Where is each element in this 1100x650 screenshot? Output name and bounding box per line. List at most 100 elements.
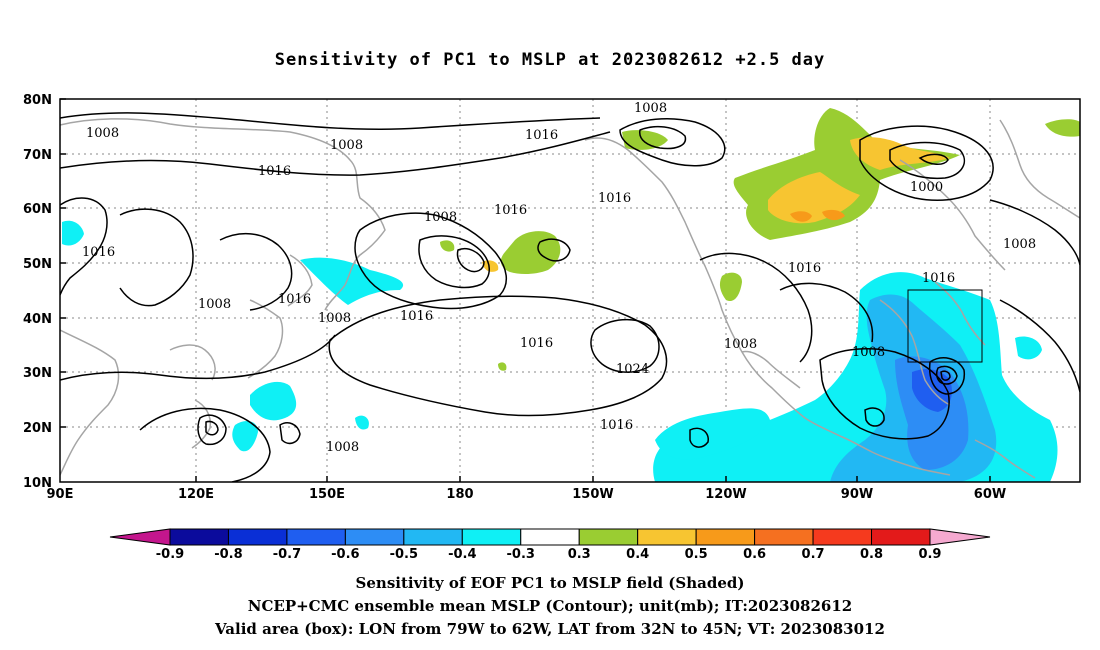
colorbar-label: -0.6 <box>331 547 359 562</box>
contour-labels: 1008 1008 1008 1016 1016 1016 1016 1016 … <box>82 101 1036 455</box>
contour-label: 1008 <box>330 138 363 153</box>
caption-valid-area: Valid area (box): LON from 79W to 62W, L… <box>215 620 885 638</box>
colorbar-label: 0.9 <box>918 547 941 562</box>
caption-shading: Sensitivity of EOF PC1 to MSLP field (Sh… <box>355 574 745 592</box>
gulf-stream-cyan <box>1015 336 1042 360</box>
caption-contour: NCEP+CMC ensemble mean MSLP (Contour); u… <box>247 597 853 615</box>
coastlines <box>60 118 1080 479</box>
chart-title: Sensitivity of PC1 to MSLP at 2023082612… <box>274 50 826 70</box>
sensitivity-map: 1008 1008 1008 1016 1016 1016 1016 1016 … <box>23 93 1081 562</box>
valid-area-box <box>907 289 983 363</box>
colorbar: -0.9 -0.8 -0.7 -0.6 -0.5 -0.4 -0.3 0.3 0.4 0.5 0.6… <box>109 528 991 562</box>
lat-label: 30N <box>23 366 52 381</box>
lon-label: 60W <box>974 487 1006 502</box>
colorbar-cell <box>637 528 697 546</box>
colorbar-label: 0.6 <box>743 547 766 562</box>
lat-label: 10N <box>23 476 52 491</box>
lat-label: 50N <box>23 257 52 272</box>
colorbar-label: 0.7 <box>802 547 825 562</box>
colorbar-cell <box>754 528 814 546</box>
lon-label: 180 <box>446 487 473 502</box>
colorbar-cell <box>344 528 405 546</box>
japan-sea-cyan <box>355 415 369 430</box>
colorbar-cell <box>461 528 522 546</box>
contour-label: 1008 <box>634 101 667 116</box>
colorbar-cell <box>403 528 463 546</box>
colorbar-cell <box>812 528 873 546</box>
contour-label: 1008 <box>198 297 231 312</box>
negative-sensitivity-areas <box>62 220 1058 482</box>
longitude-labels: 90E 120E 150E 180 150W 120W 90W 60W <box>47 487 1007 502</box>
mslp-contours <box>60 112 1080 482</box>
contour-label: 1008 <box>724 337 757 352</box>
contour-label: 1008 <box>318 311 351 326</box>
contour-label: 1000 <box>910 180 943 195</box>
colorbar-label: 0.8 <box>860 547 883 562</box>
colorbar-cell <box>286 528 346 546</box>
contour-label: 1016 <box>922 271 955 286</box>
alaska-orange-patch <box>790 211 812 222</box>
lon-label: 90W <box>841 487 873 502</box>
contour-label: 1016 <box>494 203 527 218</box>
colorbar-label: -0.7 <box>273 547 301 562</box>
contour-label: 1008 <box>852 345 885 360</box>
positive-sensitivity-areas <box>440 108 1080 371</box>
lat-label: 40N <box>23 312 52 327</box>
bering-positive-area <box>622 130 668 150</box>
colorbar-cell <box>169 528 229 546</box>
colorbar-label: -0.9 <box>156 547 184 562</box>
contour-label: 1016 <box>788 261 821 276</box>
contour-label: 1008 <box>86 126 119 141</box>
small-positive-spot <box>498 362 507 371</box>
aleutian-yellow-dot <box>482 260 499 272</box>
lat-label: 20N <box>23 421 52 436</box>
contour-label: 1016 <box>598 191 631 206</box>
colorbar-cell <box>520 528 580 546</box>
aleutian-positive-small <box>440 240 455 252</box>
contour-label: 1008 <box>326 440 359 455</box>
pacific-cyan-area <box>300 257 404 305</box>
eastern-pacific-cyan <box>655 408 770 460</box>
colorbar-label: 0.3 <box>568 547 591 562</box>
contour-label: 1024 <box>616 362 649 377</box>
colorbar-label: -0.3 <box>507 547 535 562</box>
colorbar-label: 0.5 <box>685 547 708 562</box>
colorbar-cell <box>227 528 288 546</box>
contour-label: 1016 <box>400 309 433 324</box>
colorbar-label: 0.4 <box>626 547 649 562</box>
colorbar-label: -0.8 <box>214 547 242 562</box>
west-pacific-cyan <box>250 381 297 421</box>
contour-label: 1016 <box>600 418 633 433</box>
contour-label: 1016 <box>525 128 558 143</box>
lon-label: 120W <box>705 487 746 502</box>
colorbar-cell <box>695 528 756 546</box>
colorbar-label: -0.5 <box>390 547 418 562</box>
contour-label: 1016 <box>278 292 311 307</box>
lat-label: 80N <box>23 93 52 108</box>
latitude-labels: 80N 70N 60N 50N 40N 30N 20N 10N <box>23 93 52 491</box>
lon-label: 90E <box>47 487 74 502</box>
lon-label: 150E <box>309 487 345 502</box>
map-frame <box>59 98 1081 483</box>
lon-label: 150W <box>572 487 613 502</box>
colorbar-high-arrow <box>929 528 991 546</box>
hudson-positive-area <box>1045 119 1080 137</box>
colorbar-label: -0.4 <box>448 547 476 562</box>
contour-label: 1008 <box>1003 237 1036 252</box>
axis-ticks <box>60 98 991 482</box>
far-west-cyan <box>62 220 84 246</box>
contour-label: 1016 <box>82 245 115 260</box>
lon-label: 120E <box>178 487 214 502</box>
west-pacific-cyan-2 <box>232 420 258 452</box>
contour-label: 1016 <box>520 336 553 351</box>
alaska-yellow-core <box>768 172 860 224</box>
lat-label: 70N <box>23 148 52 163</box>
alaska-orange-patch-2 <box>822 209 845 221</box>
aleutian-positive-area <box>500 231 561 275</box>
colorbar-cell <box>578 528 639 546</box>
colorbar-cell <box>871 528 931 546</box>
colorbar-low-arrow <box>109 528 171 546</box>
contour-label: 1016 <box>258 164 291 179</box>
lat-label: 60N <box>23 202 52 217</box>
baja-positive-area <box>719 272 742 302</box>
